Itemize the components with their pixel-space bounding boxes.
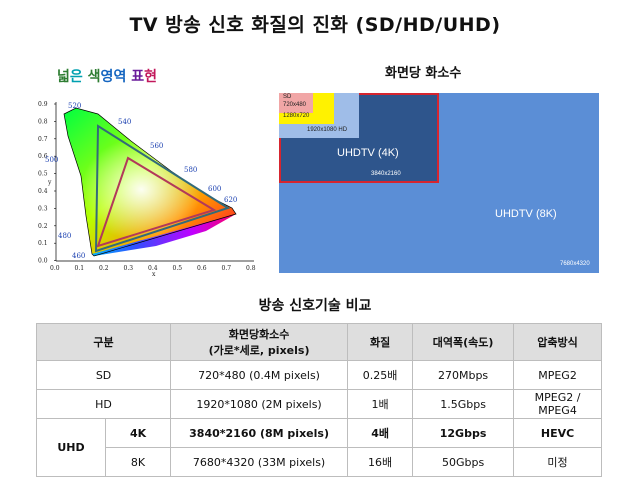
x-tick-label: 0.3 [124,265,134,272]
cell-4k-codec: HEVC [513,418,602,448]
gamut-triangle-wide [94,124,231,253]
cell-hd-name: HD [35,389,172,419]
cell-8k-pixels: 7680*4320 (33M pixels) [170,447,349,477]
sd-area [279,93,313,113]
header-bandwidth: 대역폭(속도) [412,323,515,361]
cell-hd-quality: 1배 [347,389,414,419]
comparison-table: 구분 화면당화소수 (가로*세로, pixels) 화질 대역폭(속도) 압축방… [35,323,602,477]
gamut-triangle-standard [96,156,217,248]
gamut-title-char: 현 [144,69,157,85]
wavelength-label: 520 [68,102,81,110]
y-tick-label: 0.1 [38,240,48,247]
cell-hd-bandwidth: 1.5Gbps [412,389,515,419]
uhd-4k-resolution: 3840x2160 [371,171,401,177]
y-tick-label: 0.7 [38,136,48,143]
x-axis-label: x [152,271,156,276]
x-tick-label: 0.5 [173,265,183,272]
header-pixels: 화면당화소수 (가로*세로, pixels) [170,323,349,361]
cell-8k-bandwidth: 50Gbps [412,447,515,477]
pixel-count-title: 화면당 화소수 [385,66,462,81]
uhd-8k-resolution: 7680x4320 [560,261,590,267]
header-codec: 압축방식 [513,323,602,361]
y-tick-label: 0.3 [38,205,48,212]
cell-sd-pixels: 720*480 (0.4M pixels) [170,360,349,390]
gamut-title-char: 은 [69,69,83,85]
wavelength-label: 560 [150,142,163,150]
cell-hd-codec: MPEG2 / MPEG4 [513,389,602,419]
wavelength-label: 580 [184,166,197,174]
x-tick-label: 0.4 [148,265,158,272]
cell-hd-pixels: 1920*1080 (2M pixels) [170,389,349,419]
cell-8k-codec: 미정 [513,447,602,477]
cell-4k-name: 4K [104,418,172,448]
uhd-8k-area: SD 720x480 1280x720 1920x1080 HD UHDTV (… [279,93,599,273]
cell-sd-bandwidth: 270Mbps [412,360,515,390]
gamut-title-char: 역 [113,69,127,85]
comparison-title: 방송 신호기술 비교 [258,298,372,314]
cell-8k-quality: 16배 [347,447,414,477]
gamut-title-char: 색 [87,69,101,85]
header-pixels-line1: 화면당화소수 [228,328,290,341]
y-tick-label: 0.2 [38,223,48,230]
cell-uhd-group: UHD [36,418,106,477]
y-tick-label: 0.9 [38,101,48,108]
x-tick-label: 0.2 [99,265,109,272]
gamut-title-char: 표 [131,69,145,85]
x-tick-label: 0.8 [246,265,256,272]
uhd-4k-label: UHDTV (4K) [337,147,399,159]
y-axis-label: y [47,179,52,186]
page-title: TV 방송 신호 화질의 진화 (SD/HD/UHD) [129,14,501,36]
header-category: 구분 [35,323,172,361]
table-header-row: 구분 화면당화소수 (가로*세로, pixels) 화질 대역폭(속도) 압축방… [35,323,602,361]
table-row-8k: 8K 7680*4320 (33M pixels) 16배 50Gbps 미정 [37,447,602,477]
cell-4k-quality: 4배 [347,418,414,448]
table-row-sd: SD 720*480 (0.4M pixels) 0.25배 270Mbps M… [35,360,602,390]
hd720-resolution: 1280x720 [283,113,310,119]
sd-resolution: 720x480 [283,102,307,108]
wavelength-label: 540 [118,118,131,126]
y-tick-label: 0.0 [38,258,48,265]
wavelength-label: 460 [72,252,85,260]
y-tick-label: 0.6 [38,153,48,160]
sd-label: SD [283,94,292,100]
chart-axes: 0.9 0.8 0.7 0.6 0.5 0.4 0.3 0.2 0.1 0.00.0 0.1 0.2 0… [38,101,256,276]
x-tick-label: 0.6 [197,265,207,272]
wavelength-label: 620 [224,196,237,204]
cell-8k-name: 8K [104,447,172,477]
x-tick-label: 0.0 [50,265,60,272]
gamut-title-char: 영 [100,69,114,85]
header-pixels-line2: (가로*세로, pixels) [208,344,310,357]
header-quality: 화질 [347,323,414,361]
gamut-title-char: 넓 [57,69,70,85]
cell-sd-name: SD [35,360,172,390]
hd-label: 1920x1080 HD [307,127,348,133]
table-row-hd: HD 1920*1080 (2M pixels) 1배 1.5Gbps MPEG… [35,389,602,419]
wavelength-label: 500 [45,156,58,164]
cell-sd-quality: 0.25배 [347,360,414,390]
cell-sd-codec: MPEG2 [513,360,602,390]
wavelength-label: 600 [208,185,221,193]
cell-4k-pixels: 3840*2160 (8M pixels) [170,418,349,448]
uhd-8k-label: UHDTV (8K) [495,208,557,220]
cie-chromaticity-diagram: 0.9 0.8 0.7 0.6 0.5 0.4 0.3 0.2 0.1 0.00.0 0.1 0.2 0… [38,101,256,276]
wavelength-label: 480 [58,232,71,240]
gamut-title: 넓은 색영역 표현 [57,66,157,86]
table-row-4k: UHD 4K 3840*2160 (8M pixels) 4배 12Gbps H… [36,418,602,477]
y-tick-label: 0.8 [38,118,48,125]
cell-4k-bandwidth: 12Gbps [412,418,515,448]
x-tick-label: 0.7 [222,265,232,272]
y-tick-label: 0.5 [38,171,48,178]
y-tick-label: 0.4 [38,188,48,195]
x-tick-label: 0.1 [75,265,85,272]
